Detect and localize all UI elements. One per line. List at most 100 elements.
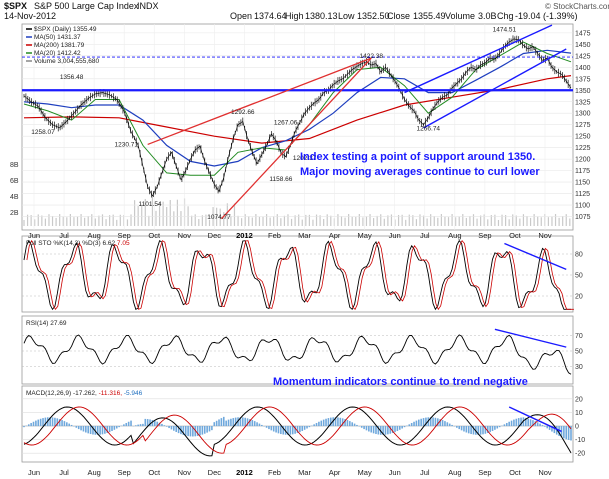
header-high-label: High <box>285 11 304 21</box>
volume-bar <box>433 216 435 226</box>
commentary-averages: Major moving averages continue to curl l… <box>300 166 540 178</box>
volume-bar <box>376 215 378 226</box>
volume-bar <box>141 204 143 226</box>
macd-histogram-bar <box>315 423 318 427</box>
volume-bar <box>551 216 553 226</box>
macd-histogram-bar <box>401 426 403 429</box>
volume-bar <box>30 215 32 226</box>
macd-histogram-bar <box>253 421 256 427</box>
volume-bar <box>48 214 50 226</box>
volume-bar <box>383 218 385 226</box>
volume-tick-label: 4B <box>10 194 19 201</box>
x-tick-label: Feb <box>268 231 281 240</box>
macd-histogram-bar <box>503 424 506 427</box>
macd-histogram-bar <box>154 420 156 427</box>
osc-tick-label: 20 <box>575 294 583 301</box>
macd-histogram-bar <box>313 424 315 427</box>
macd-histogram-bar <box>51 417 54 427</box>
macd-histogram-bar <box>70 424 73 427</box>
volume-bar <box>201 215 203 226</box>
price-annotation: 1356.48 <box>60 74 84 81</box>
x-tick-label: May <box>358 231 372 240</box>
macd-histogram-bar <box>80 426 82 431</box>
macd-histogram-bar <box>58 419 61 427</box>
macd-histogram-bar <box>329 417 332 427</box>
macd-tick-label: 0 <box>575 424 579 431</box>
macd-histogram-bar <box>215 420 218 427</box>
osc-trendline <box>504 242 567 271</box>
macd-histogram-bar <box>123 424 125 427</box>
volume-bar <box>554 214 557 226</box>
macd-histogram-bar <box>137 424 139 427</box>
price-tick-label: 1450 <box>575 42 591 49</box>
macd-histogram-bar <box>339 417 342 427</box>
macd-histogram-bar <box>225 420 227 427</box>
macd-histogram-bar <box>265 426 268 428</box>
macd-histogram-bar <box>161 423 163 427</box>
macd-histogram-bar <box>536 422 539 427</box>
macd-histogram-bar <box>277 426 280 434</box>
macd-histogram-bar <box>201 426 204 435</box>
volume-bar <box>369 214 371 226</box>
price-tick-label: 1275 <box>575 122 591 129</box>
volume-bar <box>230 216 232 226</box>
macd-histogram-bar <box>510 420 513 427</box>
volume-bar <box>508 219 510 226</box>
macd-histogram-bar <box>563 426 565 439</box>
macd-histogram-bar <box>170 426 173 430</box>
volume-bar <box>59 214 61 226</box>
x-tick-label-bottom: Jul <box>420 468 430 477</box>
macd-histogram-bar <box>553 426 556 434</box>
watermark: © StockCharts.com <box>545 2 609 11</box>
volume-bar <box>390 214 393 226</box>
red-trendline-low <box>220 57 372 220</box>
macd-histogram-bar <box>456 426 458 428</box>
volume-bar <box>55 217 57 226</box>
volume-bar <box>191 215 193 226</box>
macd-histogram-bar <box>99 426 101 435</box>
macd-histogram-bar <box>56 418 59 427</box>
volume-bar <box>187 206 189 226</box>
macd-histogram-bar <box>320 420 323 427</box>
osc-tick-label: 70 <box>575 333 583 340</box>
volume-bar <box>216 207 218 226</box>
macd-histogram-bar <box>351 422 353 427</box>
macd-histogram-bar <box>570 426 572 441</box>
header-high: 1380.13 <box>305 11 338 21</box>
volume-bar <box>112 214 114 226</box>
osc-tick-label: 30 <box>575 364 583 371</box>
stochastic-panel: 20 50 80 <box>22 239 583 311</box>
macd-histogram-bar <box>306 426 308 429</box>
commentary-momentum: Momentum indicators continue to trend ne… <box>273 376 528 388</box>
volume-bar <box>430 214 432 226</box>
volume-bar <box>490 215 492 226</box>
header-low-label: Low <box>338 11 355 21</box>
price-tick-label: 1175 <box>575 168 590 175</box>
macd-histogram-bar <box>337 417 339 427</box>
macd-histogram-bar <box>296 426 299 433</box>
macd-histogram-bar <box>308 426 311 428</box>
macd-histogram-bar <box>96 426 99 435</box>
macd-histogram-bar <box>75 426 78 428</box>
macd-histogram-bar <box>439 419 441 427</box>
volume-bar <box>330 215 332 226</box>
macd-histogram-bar <box>529 419 532 427</box>
price-annotation: 1074.77 <box>207 214 231 221</box>
macd-histogram-bar <box>111 426 113 431</box>
macd-histogram-bar <box>175 426 178 432</box>
volume-bar <box>301 219 303 226</box>
x-tick-label-bottom: Sep <box>478 468 491 477</box>
volume-bar <box>233 203 236 226</box>
x-tick-label: Jun <box>389 231 401 240</box>
volume-bar <box>126 219 129 226</box>
volume-bar <box>444 216 446 226</box>
price-tick-label: 1225 <box>575 145 591 152</box>
x-tick-label: Aug <box>87 231 100 240</box>
volume-bar <box>91 214 93 226</box>
volume-bar <box>41 215 43 226</box>
macd-histogram-bar <box>218 419 220 427</box>
macd-histogram-bar <box>44 417 47 427</box>
volume-bar <box>365 216 368 226</box>
price-tick-label: 1375 <box>575 76 591 83</box>
header-open: 1374.64 <box>254 11 287 21</box>
